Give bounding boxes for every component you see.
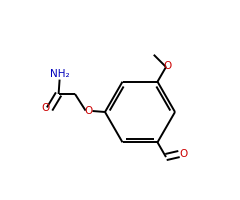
Text: O: O: [163, 61, 171, 71]
Text: NH₂: NH₂: [50, 69, 70, 79]
Text: O: O: [41, 103, 49, 113]
Text: O: O: [179, 149, 187, 159]
Text: O: O: [84, 106, 93, 116]
